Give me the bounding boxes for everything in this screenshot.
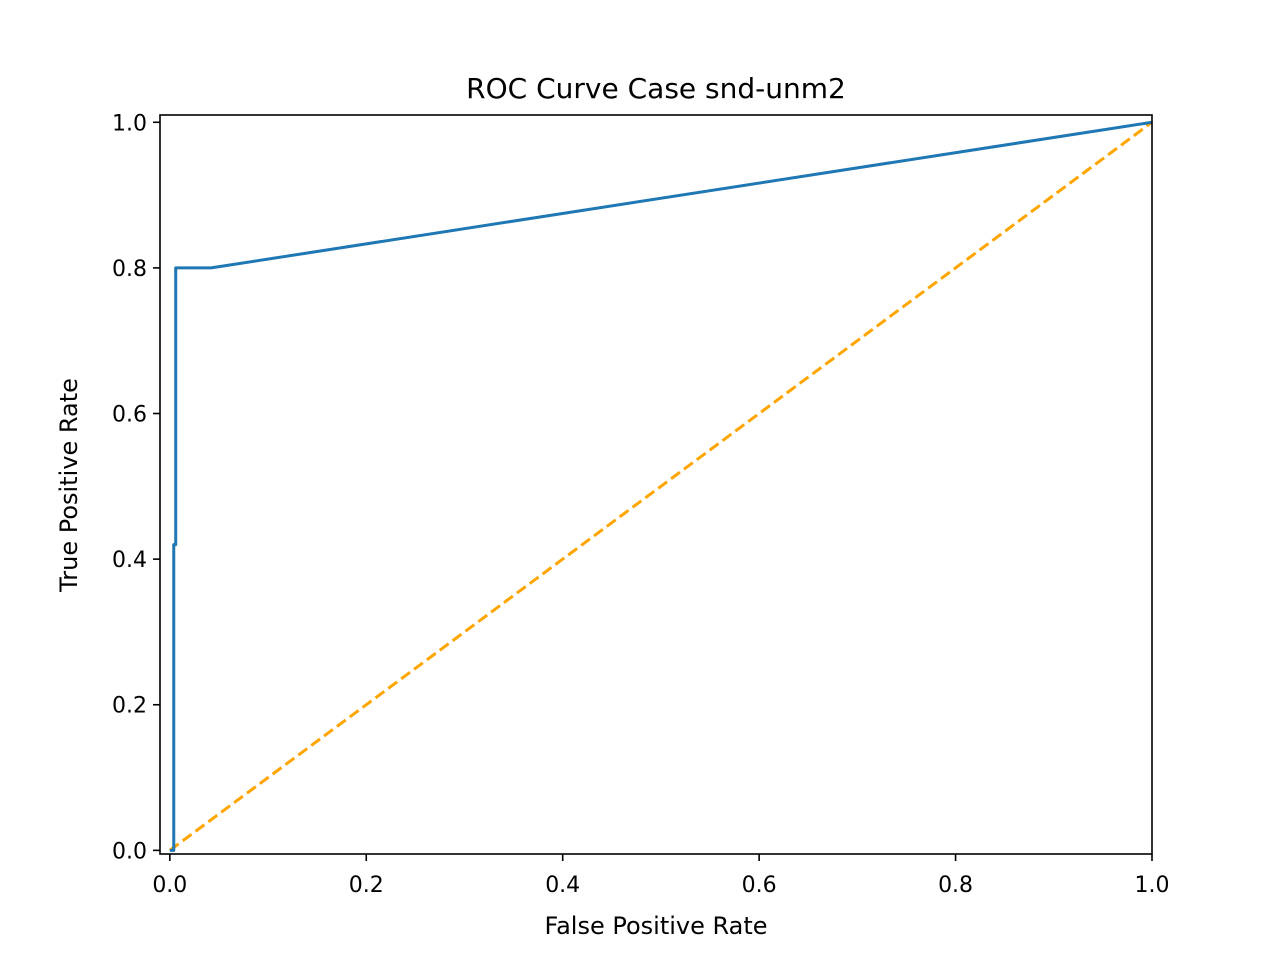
- x-axis: 0.0 0.2 0.4 0.6 0.8 1.0: [152, 854, 1170, 898]
- y-tick-label: 1.0: [112, 111, 147, 136]
- chart-title: ROC Curve Case snd-unm2: [466, 72, 846, 105]
- x-tick-label: 0.2: [349, 873, 384, 898]
- plot-area: [160, 115, 1152, 854]
- y-tick-label: 0.8: [112, 257, 147, 282]
- y-tick-label: 0.0: [112, 839, 147, 864]
- x-tick-label: 0.0: [152, 873, 187, 898]
- plot-frame: [159, 114, 1153, 855]
- x-tick-label: 0.4: [545, 873, 580, 898]
- roc-curve-line: [169, 120, 1153, 852]
- x-tick-label: 1.0: [1135, 873, 1170, 898]
- y-tick-label: 0.4: [112, 548, 147, 573]
- series-layer: [168, 120, 1153, 852]
- x-axis-label: False Positive Rate: [544, 912, 767, 940]
- y-axis-label: True Positive Rate: [55, 378, 83, 593]
- x-tick-label: 0.8: [938, 873, 973, 898]
- chance-line: [168, 121, 1153, 852]
- y-tick-label: 0.2: [112, 694, 147, 719]
- x-tick-label: 0.6: [742, 873, 777, 898]
- y-axis: 0.0 0.2 0.4 0.6 0.8 1.0: [112, 111, 160, 864]
- y-tick-label: 0.6: [112, 403, 147, 428]
